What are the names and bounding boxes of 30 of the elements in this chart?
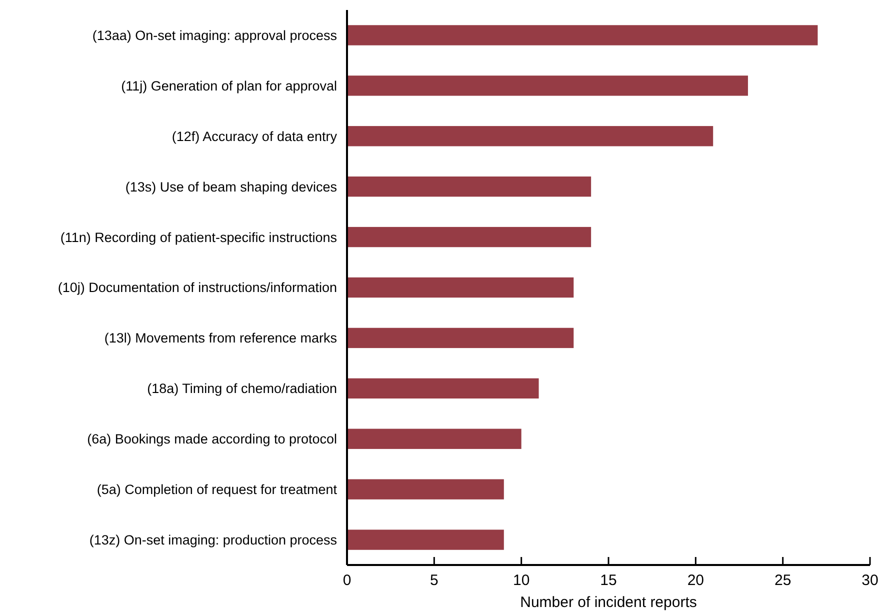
x-axis-title: Number of incident reports: [520, 594, 697, 611]
bar: [347, 226, 592, 248]
y-tick-label: (13l) Movements from reference marks: [104, 330, 338, 346]
y-tick-label: (6a) Bookings made according to protocol: [87, 432, 337, 447]
y-tick-label: (12f) Accuracy of data entry: [172, 128, 338, 144]
x-tick-label: 5: [430, 572, 438, 589]
y-tick-label: (11j) Generation of plan for approval: [121, 78, 337, 94]
y-tick-label: (13z) On-set imaging: production process: [89, 532, 338, 548]
x-tick-label: 30: [862, 572, 878, 589]
bar: [347, 277, 574, 298]
x-tick-label: 25: [774, 572, 792, 589]
bar: [347, 25, 818, 46]
bar: [347, 126, 714, 146]
y-tick-label: (13s) Use of beam shaping devices: [125, 179, 338, 194]
bar: [347, 76, 748, 96]
x-tick-label: 15: [600, 572, 617, 589]
bar: [347, 428, 522, 449]
bar: [347, 378, 539, 398]
y-tick-label: (11n) Recording of patient-specific instructions: [60, 230, 338, 245]
x-tick-label: 0: [342, 572, 352, 589]
bar: [347, 328, 574, 348]
bar: [347, 479, 504, 500]
bar: [347, 530, 504, 550]
y-tick-label: (18a) Timing of chemo/radiation: [147, 381, 337, 396]
bar: [347, 176, 592, 197]
x-tick-label: 10: [512, 572, 530, 589]
y-tick-label: (10j) Documentation of instructions/information: [58, 280, 337, 296]
y-tick-label: (13aa) On-set imaging: approval process: [92, 28, 338, 43]
x-tick-label: 20: [687, 572, 704, 589]
y-tick-label: (5a) Completion of request for treatment: [96, 482, 338, 498]
